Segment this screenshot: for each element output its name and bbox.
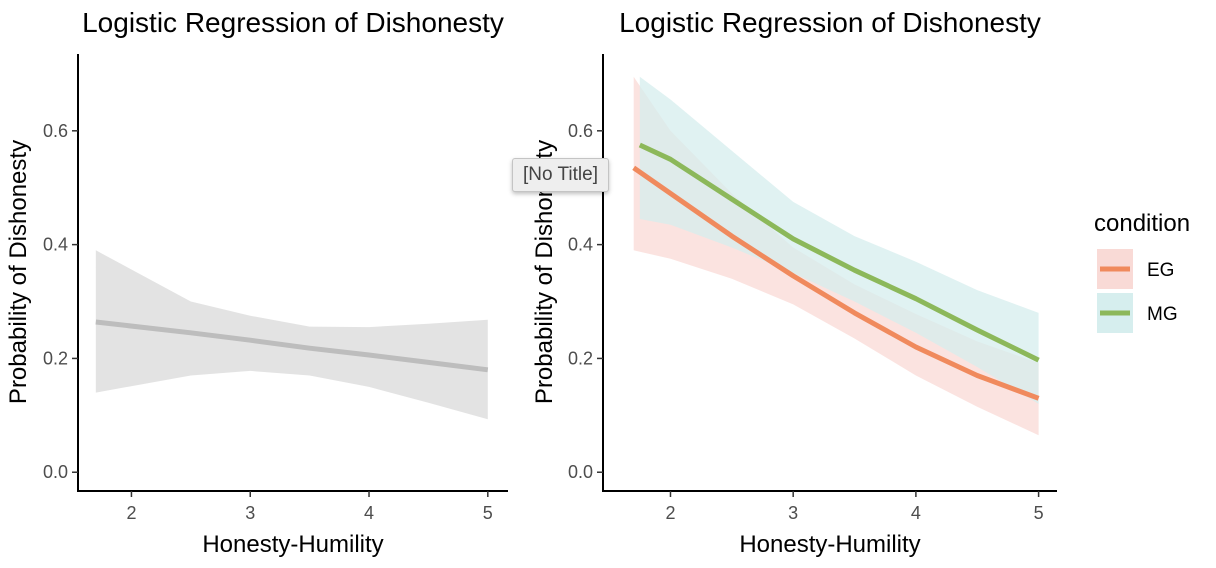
chart-title: Logistic Regression of Dishonesty bbox=[619, 7, 1041, 38]
ci-layer bbox=[95, 250, 488, 420]
x-tick-label: 4 bbox=[364, 503, 374, 523]
chart-title: Logistic Regression of Dishonesty bbox=[82, 7, 504, 38]
y-tick-label: 0.4 bbox=[568, 235, 593, 255]
ci-band-overall bbox=[95, 250, 488, 420]
line-overall bbox=[95, 319, 489, 373]
y-tick-label: 0.0 bbox=[568, 462, 593, 482]
legend-label: MG bbox=[1147, 304, 1178, 325]
x-tick-label: 5 bbox=[483, 503, 493, 523]
line-layer bbox=[95, 319, 489, 373]
line-mg bbox=[638, 142, 1040, 363]
no-title-tooltip: [No Title] bbox=[512, 158, 609, 192]
ci-band-eg bbox=[633, 76, 1039, 436]
y-tick-label: 0.0 bbox=[43, 462, 68, 482]
y-tick-label: 0.6 bbox=[43, 121, 68, 141]
y-tick-label: 0.2 bbox=[568, 348, 593, 368]
x-ticks: 2 3 4 5 bbox=[665, 491, 1044, 523]
legend-label: EG bbox=[1147, 260, 1174, 281]
y-tick-label: 0.6 bbox=[568, 121, 593, 141]
x-tick-label: 2 bbox=[126, 503, 136, 523]
y-axis-label: Probability of Dishonesty bbox=[5, 140, 32, 404]
legend: condition EG MG bbox=[1094, 210, 1190, 333]
y-ticks: 0.0 0.2 0.4 0.6 bbox=[43, 121, 78, 482]
panel-by-condition: Logistic Regression of Dishonesty 2 3 4 5 0… bbox=[531, 7, 1057, 558]
x-axis-label: Honesty-Humility bbox=[739, 531, 920, 558]
x-tick-label: 3 bbox=[245, 503, 255, 523]
y-ticks: 0.0 0.2 0.4 0.6 bbox=[568, 121, 603, 482]
x-tick-label: 2 bbox=[665, 503, 675, 523]
x-tick-label: 4 bbox=[911, 503, 921, 523]
line-layer bbox=[632, 142, 1040, 401]
y-tick-label: 0.2 bbox=[43, 348, 68, 368]
x-ticks: 2 3 4 5 bbox=[126, 491, 493, 523]
x-axis-label: Honesty-Humility bbox=[202, 531, 383, 558]
legend-title: condition bbox=[1094, 210, 1190, 237]
line-eg bbox=[632, 165, 1040, 401]
panel-overall: Logistic Regression of Dishonesty 2 3 4 5 0… bbox=[5, 7, 508, 558]
x-tick-label: 5 bbox=[1034, 503, 1044, 523]
ci-layer bbox=[633, 76, 1039, 436]
legend-items: EG MG bbox=[1097, 249, 1178, 333]
y-tick-label: 0.4 bbox=[43, 235, 68, 255]
x-tick-label: 3 bbox=[788, 503, 798, 523]
ci-band-mg bbox=[639, 76, 1039, 404]
